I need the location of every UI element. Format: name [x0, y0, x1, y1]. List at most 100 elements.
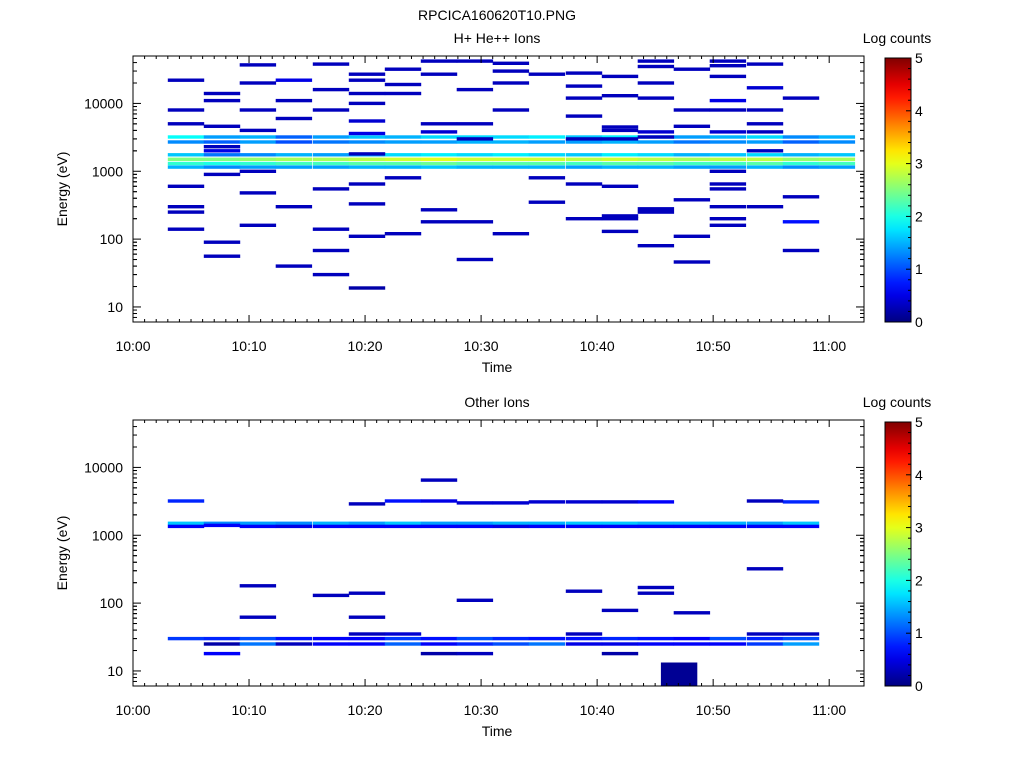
y-tick-label: 10000: [84, 459, 123, 475]
heatmap-cell: [275, 78, 313, 82]
heatmap-cell: [275, 135, 313, 139]
heatmap-cell: [167, 108, 205, 112]
heatmap-cell: [312, 642, 350, 646]
heatmap-cell: [709, 217, 747, 221]
heatmap-cell: [384, 521, 422, 525]
heatmap-cell: [637, 64, 675, 69]
heatmap-cell: [275, 165, 313, 169]
heatmap-cell: [601, 157, 639, 161]
heatmap-cell: [746, 521, 784, 525]
x-tick-label: 10:20: [348, 702, 383, 718]
heatmap-cell: [348, 135, 386, 139]
heatmap-cell: [782, 153, 820, 157]
heatmap-cell: [782, 195, 820, 199]
heatmap-cell: [348, 286, 386, 290]
heatmap-cell: [384, 153, 422, 157]
heatmap-cell: [203, 140, 241, 144]
heatmap-cell: [709, 169, 747, 173]
colorbar-tick-label: 5: [915, 414, 923, 430]
heatmap-cell: [673, 124, 711, 128]
heatmap-cell: [746, 153, 784, 157]
heatmap-cell: [348, 119, 386, 123]
plot-frame-other-ions: [132, 419, 865, 687]
heatmap-cell: [565, 153, 603, 157]
x-tick-label: 10:00: [115, 702, 150, 718]
heatmap-cell: [456, 524, 494, 529]
heatmap-cell: [528, 157, 566, 161]
heatmap-cell: [601, 94, 639, 98]
heatmap-cell: [746, 135, 784, 139]
heatmap-cell: [818, 140, 856, 144]
heatmap-cell: [239, 191, 277, 195]
colorbar-tick-label: 4: [915, 467, 923, 483]
heatmap-cell: [782, 220, 820, 224]
heatmap-cell: [348, 502, 386, 506]
heatmap-cell: [167, 636, 205, 641]
heatmap-cell: [239, 636, 277, 641]
heatmap-cell: [384, 524, 422, 529]
heatmap-cell: [637, 244, 675, 248]
x-tick-label: 11:00: [812, 338, 846, 354]
heatmap-cell: [565, 161, 603, 166]
heatmap-cell: [420, 165, 458, 169]
heatmap-cell: [239, 524, 277, 529]
heatmap-cell: [709, 642, 747, 646]
heatmap-cell: [348, 591, 386, 595]
heatmap-cell: [528, 500, 566, 504]
heatmap-cell: [167, 165, 205, 169]
colorbar-tick-label: 2: [915, 572, 923, 588]
heatmap-cell: [384, 67, 422, 71]
x-tick-label: 10:40: [580, 702, 615, 718]
heatmap-cell: [275, 524, 313, 529]
heatmap-cell: [275, 205, 313, 209]
heatmap-cell: [456, 220, 494, 224]
heatmap-cell: [637, 135, 675, 139]
heatmap-cell: [420, 161, 458, 166]
heatmap-cell: [492, 165, 530, 169]
y-axis-h-he-ions: 10 100 1000 10000: [84, 55, 864, 323]
heatmap-cell: [637, 157, 675, 161]
colorbar-other-ions: 0 1 2 3 4 5: [884, 414, 923, 694]
heatmap-cell: [312, 135, 350, 139]
heatmap-cell: [348, 521, 386, 525]
heatmap-cell: [312, 140, 350, 144]
heatmap-cell: [275, 521, 313, 525]
heatmap-cell: [420, 72, 458, 76]
heatmap-cell: [782, 524, 820, 529]
heatmap-cell: [167, 122, 205, 126]
heatmap-cell: [456, 598, 494, 602]
heatmap-cell: [167, 227, 205, 231]
x-tick-label: 10:30: [464, 702, 499, 718]
heatmap-cell: [782, 165, 820, 169]
heatmap-cell: [673, 611, 711, 615]
heatmap-cell: [456, 122, 494, 126]
heatmap-cell: [348, 152, 386, 156]
heatmap-cell: [601, 229, 639, 234]
heatmap-cell: [239, 81, 277, 85]
heatmap-cell: [709, 59, 747, 63]
heatmap-cell: [203, 521, 241, 525]
heatmap-cell: [420, 140, 458, 144]
heatmap-cell: [601, 153, 639, 157]
heatmap-cell: [203, 165, 241, 169]
heatmap-cell: [565, 642, 603, 646]
heatmap-cell: [203, 240, 241, 244]
heatmap-cell: [528, 200, 566, 204]
heatmap-cell: [492, 157, 530, 161]
heatmap-cell: [637, 153, 675, 157]
heatmap-cell: [746, 161, 784, 166]
heatmap-cell: [673, 140, 711, 144]
heatmap-cell: [312, 108, 350, 112]
heatmap-cell: [601, 642, 639, 646]
x-tick-label: 10:20: [348, 338, 383, 354]
heatmap-cell: [601, 128, 639, 133]
heatmap-cell: [565, 521, 603, 525]
heatmap-cell: [275, 264, 313, 268]
heatmap-cell: [746, 567, 784, 571]
heatmap-cell: [637, 207, 675, 211]
heatmap-cell: [420, 157, 458, 161]
heatmap-cell: [637, 642, 675, 646]
heatmap-cell: [312, 187, 350, 191]
heatmap-cell: [601, 651, 639, 656]
heatmap-cell: [348, 91, 386, 96]
